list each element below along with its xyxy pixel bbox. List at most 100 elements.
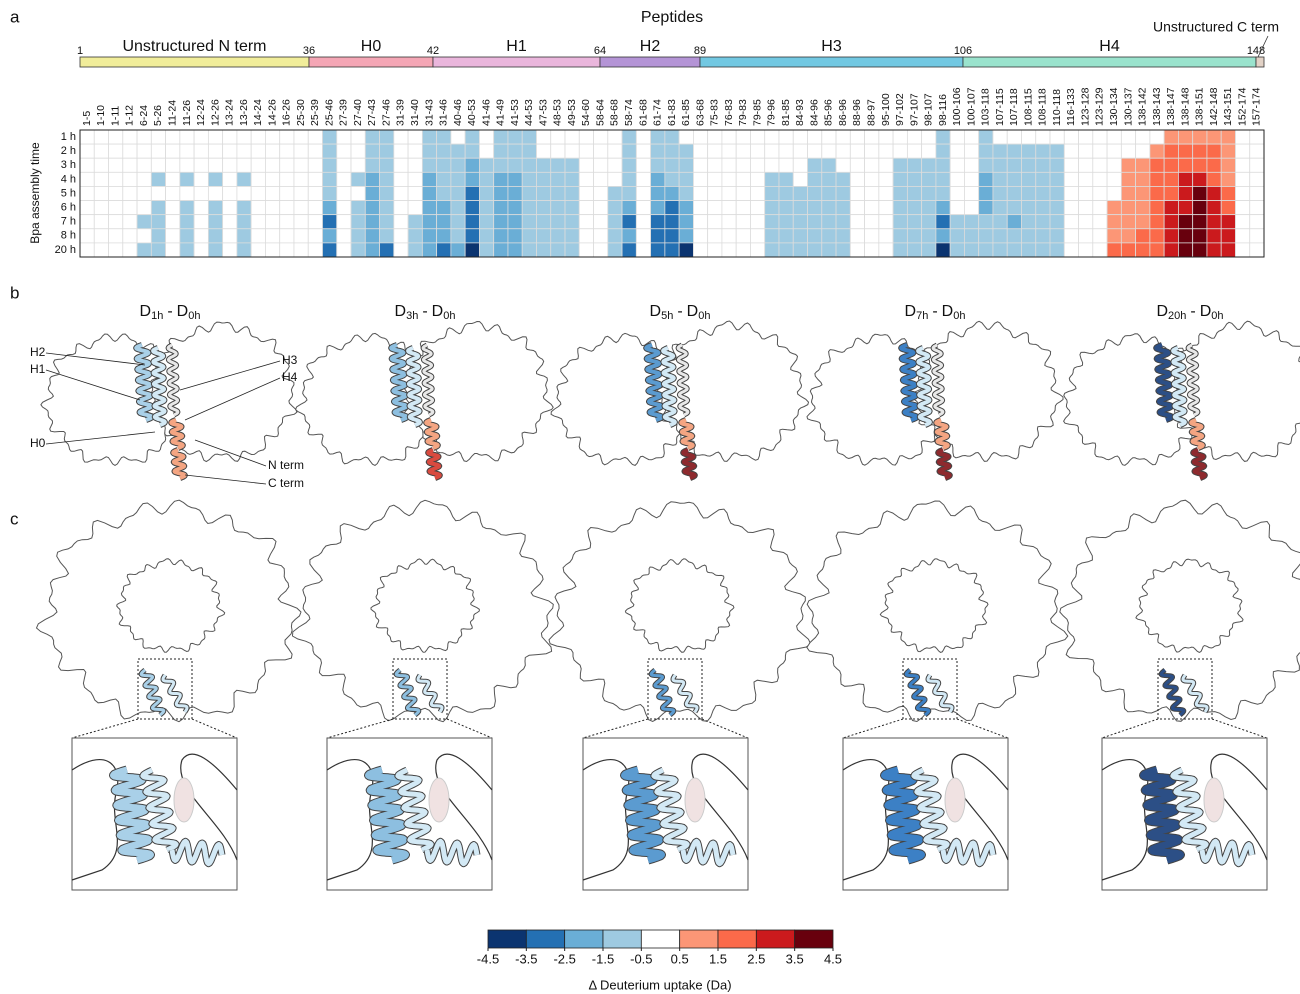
heatmap-cell [750,242,766,258]
heatmap-cell [707,143,723,159]
x-tick-label: 41-53 [509,99,521,126]
helix [365,766,409,864]
heatmap-cell [207,242,224,258]
heatmap-cell [892,242,908,258]
heatmap-cell [364,157,380,173]
heatmap-cell [964,157,980,173]
heatmap-cell [1149,242,1165,258]
title-part: 5h [661,310,673,322]
heatmap-cell [122,171,138,187]
structure [806,320,1064,481]
heatmap-cell [1235,214,1251,230]
helix [680,838,736,867]
y-tick-label: 5 h [61,187,76,199]
heatmap-cell [650,228,666,244]
helix [676,343,690,417]
heatmap-cell [464,214,480,230]
region-segment [1255,56,1265,68]
heatmap-cell [536,171,552,187]
helix [394,668,421,717]
heatmap-cell [835,228,851,244]
heatmap-cell [707,214,723,230]
heatmap-cell [193,143,209,159]
heatmap-cell [1178,200,1194,216]
panel-label: a [10,7,20,26]
heatmap-cell [650,171,666,187]
heatmap-cell [635,129,652,145]
helix [899,343,919,422]
heatmap-cell [607,129,623,145]
heatmap-cell [364,214,380,230]
heatmap-cell [678,143,694,159]
heatmap-cell [108,129,124,145]
heatmap-cell [1178,186,1194,201]
heatmap-cell [265,214,281,230]
heatmap-cell [193,228,209,244]
heatmap-cell [336,200,352,216]
heatmap-cell [1149,200,1165,216]
heatmap-cell [322,200,338,216]
heatmap-cell [664,242,680,258]
x-tick-label: 138-148 [1179,87,1191,126]
heatmap-cell [536,143,552,159]
heatmap-cell [1220,171,1236,187]
annotation: H3 [282,353,298,367]
surface-outline [691,753,749,861]
heatmap-cell [279,157,295,173]
heatmap-cell [79,242,95,258]
heatmap-cell [1063,129,1079,145]
heatmap-cell [864,228,880,244]
heatmap-cell [692,200,709,216]
heatmap-cell [921,214,937,230]
heatmap-cell [93,186,109,201]
heatmap-cell [664,200,680,216]
helix [1191,448,1207,480]
heatmap-cell [1192,200,1208,216]
region-name: H1 [506,38,527,55]
annotation: H2 [30,345,46,359]
heatmap-cell [193,129,209,145]
x-tick-label: 61-83 [666,99,678,126]
heatmap-cell [122,157,138,173]
heatmap-cell [1063,186,1079,201]
structure [1063,320,1300,481]
heatmap-cell [1049,171,1065,187]
heatmap-cell [150,129,166,145]
heatmap-cell [821,171,837,187]
heatmap-cell [578,214,594,230]
title-part: - [677,303,682,320]
heatmap-cell [807,129,823,145]
heatmap-cell [1049,186,1065,201]
heatmap-cell [1078,214,1094,230]
heatmap-cell [1220,228,1236,244]
heatmap-cell [307,242,323,258]
helix [1186,343,1200,417]
heatmap-cell [393,129,409,145]
heatmap-cell [493,157,509,173]
heatmap-cell [635,171,652,187]
heatmap-cell [436,228,452,244]
heatmap-cell [1178,171,1194,187]
heatmap-cell [1120,157,1137,173]
heatmap-cell [1206,157,1222,173]
zoom-line [1211,718,1268,739]
helix [940,838,996,867]
helix [1154,343,1174,422]
heatmap-cell [821,214,837,230]
heatmap-cell [322,157,338,173]
region-name: H2 [640,38,661,55]
heatmap-cell [179,157,195,173]
helix [936,448,952,480]
x-tick-label: 79-85 [751,99,763,126]
heatmap-cell [122,200,138,216]
heatmap-cell [692,228,709,244]
heatmap-cell [265,228,281,244]
x-tick-label: 138-147 [1165,87,1177,126]
zoom-box [137,658,193,720]
heatmap-cell [464,129,480,145]
heatmap-cell [692,129,709,145]
title-part: D [1200,303,1212,320]
x-tick-label: 75-83 [709,99,721,126]
heatmap-cell [521,214,537,230]
heatmap-cell [1249,214,1265,230]
